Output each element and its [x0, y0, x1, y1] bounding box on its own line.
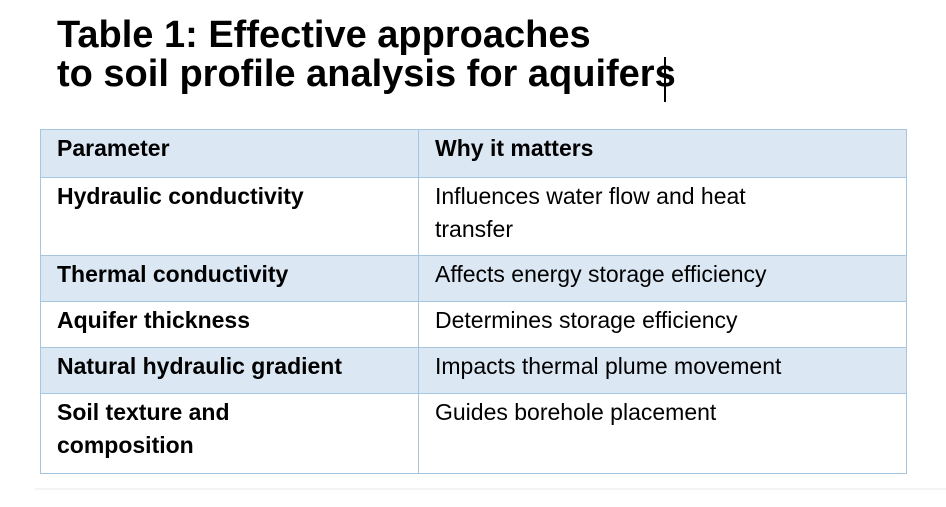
header-cell-why[interactable]: Why it matters: [418, 129, 907, 178]
why-cell[interactable]: Guides borehole placement: [418, 393, 907, 474]
why-cell[interactable]: Affects energy storage efficiency: [418, 255, 907, 302]
text-cursor-caret: [664, 57, 666, 102]
header-cell-parameter[interactable]: Parameter: [40, 129, 419, 178]
document-title[interactable]: Table 1: Effective approaches to soil pr…: [57, 16, 676, 94]
title-line-2: to soil profile analysis for aquifers: [57, 53, 676, 95]
why-cell[interactable]: Determines storage efficiency: [418, 301, 907, 348]
table-row: Thermal conductivity Affects energy stor…: [40, 255, 907, 302]
param-cell[interactable]: Thermal conductivity: [40, 255, 419, 302]
param-cell[interactable]: Soil texture and composition: [40, 393, 419, 474]
table-row: Aquifer thickness Determines storage eff…: [40, 301, 907, 348]
table-header-row: Parameter Why it matters: [40, 129, 907, 178]
why-cell[interactable]: Influences water flow and heat transfer: [418, 177, 907, 256]
param-cell[interactable]: Hydraulic conductivity: [40, 177, 419, 256]
param-cell[interactable]: Natural hydraulic gradient: [40, 347, 419, 394]
table-row: Natural hydraulic gradient Impacts therm…: [40, 347, 907, 394]
param-cell[interactable]: Aquifer thickness: [40, 301, 419, 348]
placeholder-bottom-edge: [35, 488, 946, 490]
title-line-1: Table 1: Effective approaches: [57, 14, 591, 56]
table-row: Soil texture and composition Guides bore…: [40, 393, 907, 474]
parameters-table: Parameter Why it matters Hydraulic condu…: [40, 129, 907, 474]
table-row: Hydraulic conductivity Influences water …: [40, 177, 907, 256]
why-cell[interactable]: Impacts thermal plume movement: [418, 347, 907, 394]
